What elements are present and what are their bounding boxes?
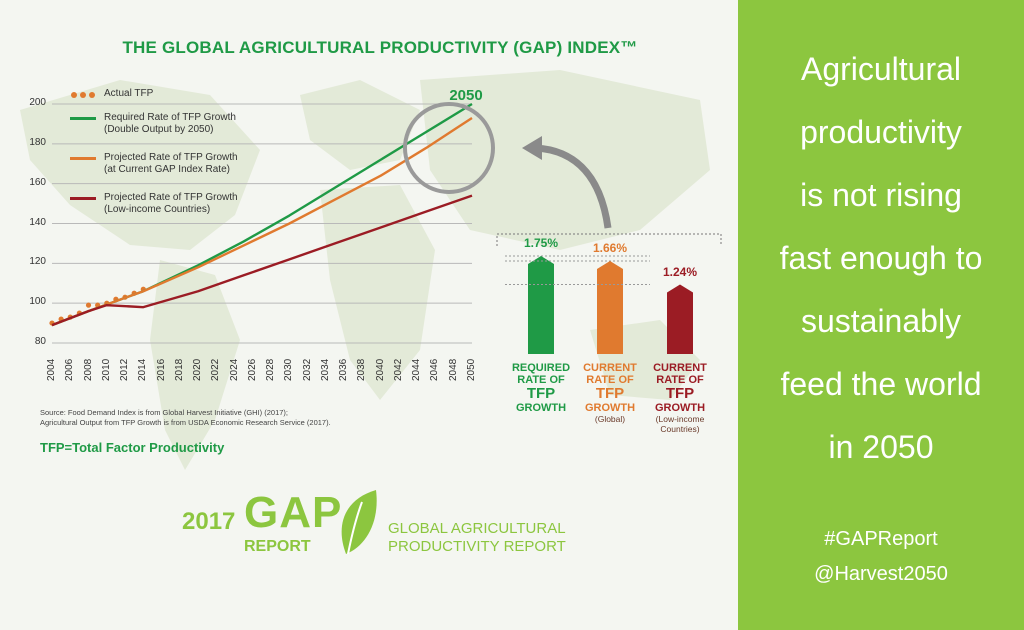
bar-value-label: 1.24% [662, 264, 698, 279]
twitter-handle: @Harvest2050 [814, 563, 948, 585]
bar-2 [667, 284, 693, 354]
logo-year: 2017 [182, 508, 236, 535]
bar-caption-sub: (Low-income Countries) [655, 414, 705, 434]
legend-dots-icon [71, 92, 95, 98]
year-2050-annotation: 2050 [449, 87, 482, 104]
bar-caption-sub: (Global) [594, 414, 626, 424]
bar-caption-line: TFP [595, 385, 625, 402]
legend-sublabel: (at Current GAP Index Rate) [104, 164, 230, 175]
headline-line: productivity [800, 114, 962, 150]
bar-1 [597, 261, 623, 354]
legend-projected-current: Projected Rate of TFP Growth (at Current… [70, 152, 330, 178]
source-note: Source: Food Demand Index is from Global… [40, 408, 400, 428]
logo-name-line-1: GLOBAL AGRICULTURAL [388, 520, 566, 537]
bar-caption: CURRENT RATE OF TFP GROWTH (Global) [574, 362, 646, 424]
bar-caption-line: TFP [665, 385, 695, 402]
legend-sublabel: (Double Output by 2050) [104, 124, 214, 135]
source-line-2: Agricultural Output from TFP Growth is f… [40, 418, 331, 427]
message-panel: Agricultural productivity is not rising fas… [738, 0, 1024, 630]
headline-line: Agricultural [800, 51, 962, 87]
legend-label: Projected Rate of TFP Growth [104, 152, 238, 163]
tfp-definition: TFP=Total Factor Productivity [40, 440, 225, 455]
legend-required: Required Rate of TFP Growth (Double Outp… [70, 112, 330, 138]
bar-caption-line: RATE OF [586, 374, 634, 386]
bar-caption: REQUIRED RATE OF TFP GROWTH [505, 362, 577, 414]
y-tick-label: 160 [29, 176, 46, 188]
series-line-3 [51, 194, 473, 327]
legend-swatch [70, 117, 96, 120]
actual-tfp-point [85, 302, 92, 308]
legend-label: Projected Rate of TFP Growth [104, 192, 238, 203]
bar-caption-line: REQUIRED [511, 362, 571, 374]
bar-caption-line: TFP [526, 385, 556, 402]
y-tick-label: 80 [34, 336, 46, 347]
y-tick-label: 180 [29, 136, 46, 148]
headline-line: sustainably [800, 303, 962, 339]
chart-title: THE GLOBAL AGRICULTURAL PRODUCTIVITY (GA… [122, 38, 638, 57]
headline-line: fast enough to [779, 240, 983, 276]
logo-gap: GAP [244, 488, 343, 537]
highlight-circle [403, 102, 495, 194]
legend-swatch [70, 157, 96, 160]
bar-caption-line: RATE OF [656, 374, 704, 386]
bar-bracket [496, 233, 722, 246]
bar-value-label: 1.75% [523, 236, 559, 250]
legend-projected-low-income: Projected Rate of TFP Growth (Low-income… [70, 192, 330, 218]
bar-caption-line: RATE OF [517, 374, 565, 386]
logo-report: REPORT [244, 538, 311, 555]
y-tick-label: 100 [29, 296, 46, 308]
bar-caption: CURRENT RATE OF TFP GROWTH (Low-income Count… [644, 362, 716, 434]
headline-line: feed the world [780, 366, 982, 402]
headline-line: is not rising [800, 177, 962, 213]
gap-report-logo: 2017 GAP REPORT GLOBAL AGRICULTURAL PROD… [182, 488, 582, 568]
bar-value-label: 1.66% [592, 241, 628, 256]
logo-name-line-2: PRODUCTIVITY REPORT [388, 538, 566, 555]
tfp-growth-bar-chart [496, 233, 722, 354]
pointer-arrow [535, 144, 612, 229]
hashtag: #GAPReport [824, 528, 938, 550]
headline-message: Agricultural productivity is not rising fas… [752, 38, 1010, 479]
y-tick-label: 120 [29, 256, 46, 268]
headline-line: in 2050 [828, 429, 934, 465]
bar-caption-line: GROWTH [584, 402, 636, 414]
y-tick-label: 140 [29, 216, 46, 228]
infographic-panel: THE GLOBAL AGRICULTURAL PRODUCTIVITY (GA… [0, 0, 738, 630]
bar-caption-line: CURRENT [653, 362, 707, 374]
legend-swatch [70, 197, 96, 200]
y-tick-label: 200 [29, 97, 46, 108]
source-line-1: Source: Food Demand Index is from Global… [40, 408, 289, 417]
legend-label: Actual TFP [104, 88, 154, 99]
leaf-icon [341, 490, 377, 555]
legend-actual-tfp: Actual TFP [70, 88, 330, 102]
gap-index-line-chart: 2050 [49, 87, 612, 344]
legend-sublabel: (Low-income Countries) [104, 204, 211, 215]
bar-caption-line: GROWTH [515, 402, 567, 414]
pointer-arrowhead [522, 136, 542, 160]
legend-label: Required Rate of TFP Growth [104, 112, 236, 123]
bar-caption-line: GROWTH [654, 402, 706, 414]
bar-0 [528, 256, 554, 354]
bar-caption-line: CURRENT [583, 362, 637, 374]
series-line-2 [51, 116, 473, 327]
